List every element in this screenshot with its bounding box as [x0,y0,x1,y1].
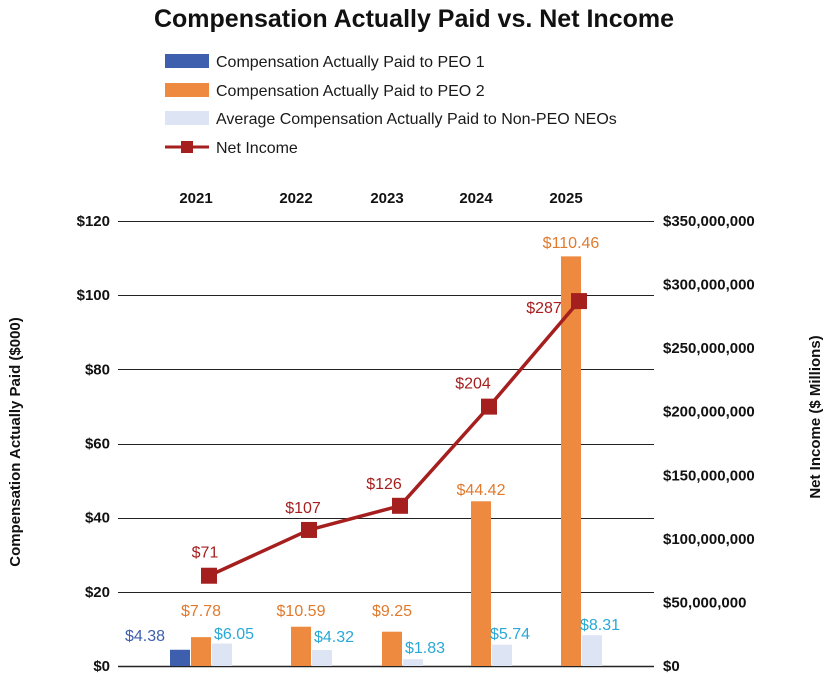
left-tick-label: $20 [85,584,110,601]
left-tick-label: $80 [85,361,110,378]
bar-non_peo [582,635,602,666]
right-tick-label: $250,000,000 [663,340,755,357]
left-axis: $0 $20 $40 $60 $80 $100 $120 [77,213,110,675]
chart-title: Compensation Actually Paid vs. Net Incom… [154,5,674,33]
data-label-peo2: $9.25 [372,603,412,620]
data-label-peo1: $4.38 [125,628,165,645]
right-tick-label: $350,000,000 [663,213,755,230]
bar-peo1 [170,649,190,666]
left-tick-label: $0 [93,658,110,675]
legend-swatch-peo2 [165,83,209,97]
bar-series [170,256,602,666]
category-label: 2025 [549,190,582,207]
data-label-peo2: $110.46 [543,235,600,252]
net-income-marker [571,293,587,310]
category-label: 2021 [179,190,212,207]
data-label-non_peo: $6.05 [214,626,254,643]
category-axis: 2021 2022 2023 2024 2025 [179,190,582,207]
net-income-marker [201,567,217,584]
legend-swatch-peo1 [165,54,209,68]
left-tick-label: $60 [85,436,110,453]
left-axis-title: Compensation Actually Paid ($000) [7,317,24,567]
category-label: 2023 [370,190,403,207]
bar-peo2 [471,501,491,666]
data-label-non_peo: $8.31 [580,617,620,634]
right-tick-label: $50,000,000 [663,594,746,611]
right-tick-label: $100,000,000 [663,531,755,548]
net-income-line [208,299,581,578]
right-tick-label: $0 [663,658,680,675]
data-label-peo2: $44.42 [457,482,506,499]
data-label-net-income: $71 [192,545,219,562]
bar-non_peo [212,643,232,666]
net-income-series [201,293,587,584]
right-axis: $0 $50,000,000 $100,000,000 $150,000,000 $20… [663,213,755,675]
bar-non_peo [403,659,423,666]
data-label-net-income: $204 [455,376,491,393]
data-label-non_peo: $5.74 [490,626,530,643]
net-income-marker [301,521,317,538]
data-label-peo2: $10.59 [277,603,326,620]
bar-peo2 [191,637,211,666]
right-tick-label: $300,000,000 [663,277,755,294]
bar-peo2 [291,626,311,666]
legend: Compensation Actually Paid to PEO 1 Compe… [165,54,617,157]
legend-swatch-marker-net_income [181,141,193,153]
left-tick-label: $100 [77,287,110,304]
right-axis-title: Net Income ($ Millions) [807,335,824,498]
legend-label-peo2: Compensation Actually Paid to PEO 2 [216,83,485,100]
bar-non_peo [492,644,512,666]
left-tick-label: $40 [85,510,110,527]
bar-peo2 [561,256,581,666]
net-income-marker [392,497,408,514]
data-label-net-income: $287 [526,300,562,317]
data-label-net-income: $126 [366,476,402,493]
data-label-peo2: $7.78 [181,603,221,620]
data-labels: $4.38 $7.78 $10.59 $9.25 $44.42 $110.46 $6.05 $… [125,235,620,657]
right-tick-label: $200,000,000 [663,404,755,421]
right-tick-label: $150,000,000 [663,467,755,484]
data-label-net-income: $107 [285,500,321,517]
category-label: 2024 [459,190,493,207]
net-income-marker [481,398,497,415]
legend-label-peo1: Compensation Actually Paid to PEO 1 [216,54,485,71]
category-label: 2022 [279,190,312,207]
data-label-non_peo: $1.83 [405,640,445,657]
bar-peo2 [382,631,402,666]
legend-label-net_income: Net Income [216,140,298,157]
legend-label-non_peo: Average Compensation Actually Paid to No… [216,111,617,128]
bar-non_peo [312,649,332,666]
left-tick-label: $120 [77,213,110,230]
gridlines [118,221,654,668]
data-label-non_peo: $4.32 [314,629,354,646]
legend-swatch-non_peo [165,111,209,125]
